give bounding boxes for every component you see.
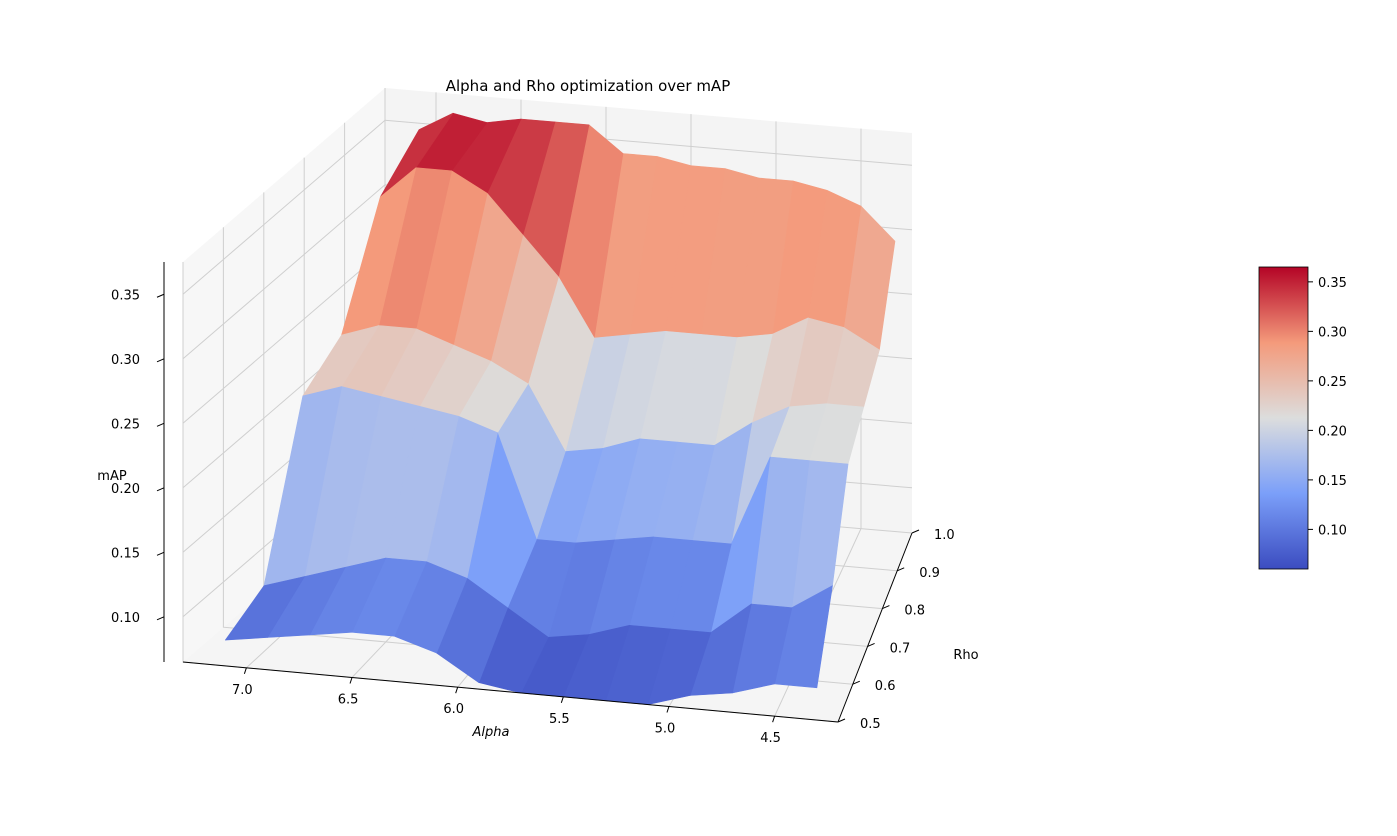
tick-labels: 7.0 6.5 6.0 5.5 5.0 4.5 0.5 0.6 0.7 0.8 0.9 1.0 0.10…: [111, 288, 955, 746]
rho-tick: [867, 642, 875, 647]
alpha-tick: [560, 696, 564, 703]
rho-tick: [911, 529, 920, 534]
alpha-axis-line: [182, 661, 839, 723]
alpha-tick-label: 6.5: [338, 692, 359, 707]
colorbar-tick-label: 0.20: [1318, 424, 1347, 439]
map-tick-label: 0.15: [111, 546, 140, 561]
map-tick: [156, 487, 165, 492]
map-axis-label: mAP: [97, 469, 127, 484]
alpha-tick-label: 6.0: [443, 702, 464, 717]
colorbar: 0.10 0.15 0.20 0.25 0.30 0.35: [1258, 266, 1347, 570]
rho-tick: [897, 567, 905, 572]
rho-tick-label: 0.9: [919, 566, 940, 581]
rho-axis-label: Rho: [953, 648, 978, 663]
map-tick-label: 0.10: [111, 611, 140, 626]
rho-tick: [882, 605, 890, 610]
alpha-tick-label: 7.0: [232, 683, 253, 698]
alpha-tick: [772, 716, 776, 723]
surface-patch: [225, 576, 305, 641]
map-tick-label: 0.25: [111, 417, 140, 432]
rho-tick-label: 0.5: [860, 717, 881, 732]
map-tick-label: 0.30: [111, 353, 140, 368]
alpha-axis-label: Alpha: [472, 725, 510, 740]
rho-tick-label: 1.0: [934, 528, 955, 543]
chart-title: Alpha and Rho optimization over mAP: [446, 77, 731, 95]
map-tick: [156, 422, 165, 427]
rho-tick-label: 0.8: [904, 604, 925, 619]
alpha-tick-label: 5.5: [549, 712, 570, 727]
map-tick-label: 0.35: [111, 288, 140, 303]
colorbar-tick-label: 0.15: [1318, 474, 1347, 489]
alpha-tick: [455, 687, 459, 694]
alpha-tick: [243, 667, 247, 674]
map-tick: [156, 551, 165, 556]
rho-tick-label: 0.6: [875, 679, 896, 694]
surface: [225, 112, 896, 705]
rho-tick: [852, 680, 860, 685]
rho-tick-label: 0.7: [890, 641, 911, 656]
map-gridline: [182, 119, 913, 295]
colorbar-tick-label: 0.30: [1318, 325, 1347, 340]
map-tick: [156, 358, 165, 363]
axis-lines: [163, 262, 913, 723]
alpha-tick-label: 5.0: [655, 722, 676, 737]
colorbar-ticks: 0.10 0.15 0.20 0.25 0.30 0.35: [1308, 276, 1347, 538]
rho-tick: [837, 718, 846, 723]
rho-axis-line: [837, 532, 913, 723]
alpha-tick: [666, 706, 670, 713]
map-tick: [156, 616, 165, 621]
alpha-tick-label: 4.5: [760, 731, 781, 746]
map-tick: [156, 293, 165, 298]
colorbar-tick-label: 0.10: [1318, 523, 1347, 538]
map-tick-label: 0.20: [111, 482, 140, 497]
colorbar-tick-label: 0.35: [1318, 276, 1347, 291]
colorbar-gradient: [1258, 266, 1309, 570]
alpha-tick: [349, 677, 353, 684]
colorbar-tick-label: 0.25: [1318, 375, 1347, 390]
